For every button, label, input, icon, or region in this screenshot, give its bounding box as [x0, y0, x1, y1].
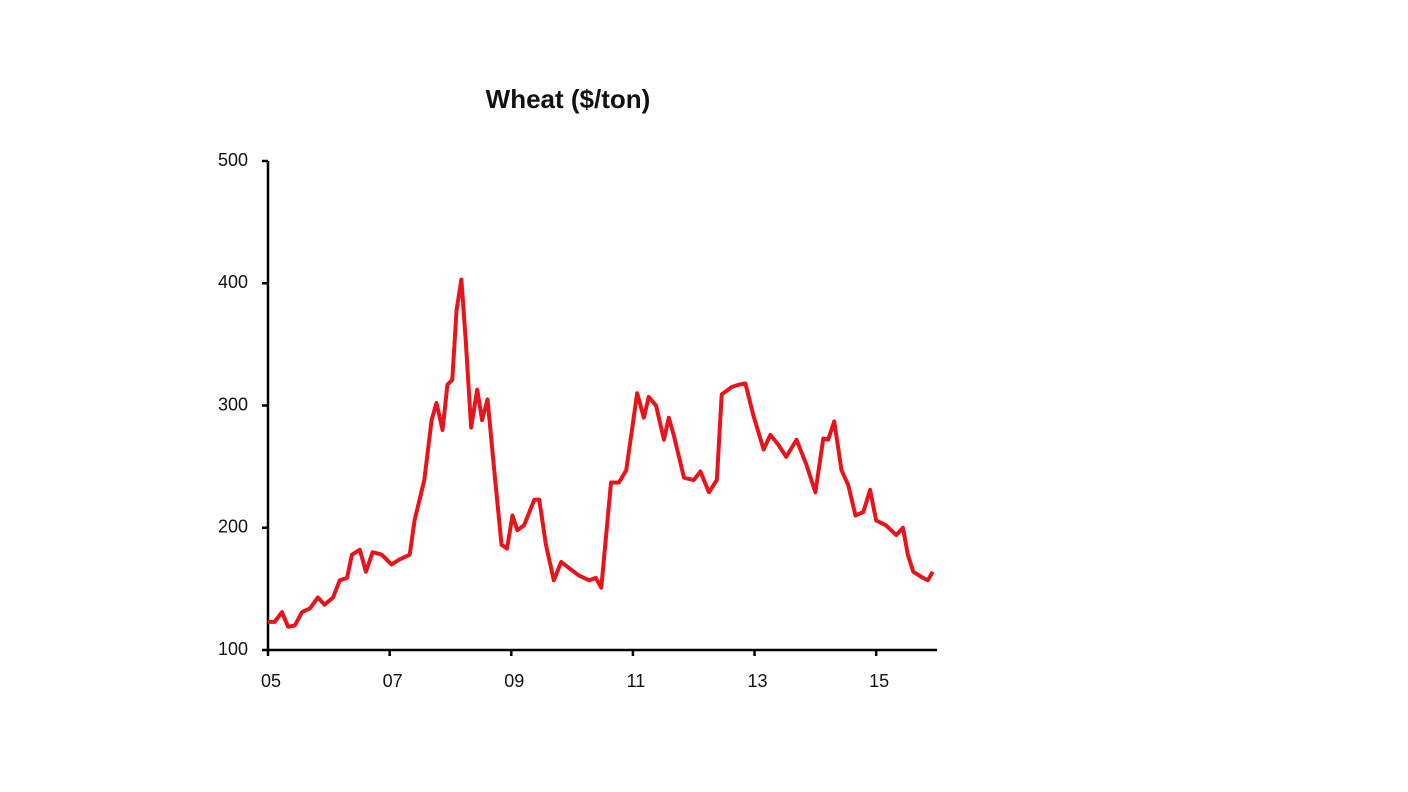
x-tick-label: 11 — [627, 671, 646, 691]
x-tick-label: 13 — [748, 671, 768, 691]
x-tick-label: 07 — [383, 671, 403, 691]
y-tick-label: 200 — [218, 517, 248, 537]
x-tick-label: 09 — [504, 671, 524, 691]
y-tick-label: 300 — [218, 394, 248, 414]
y-tick-label: 100 — [218, 639, 248, 659]
data-line — [268, 277, 935, 629]
x-tick-label: 05 — [261, 671, 281, 691]
chart-title: Wheat ($/ton) — [486, 84, 651, 114]
y-tick-label: 400 — [218, 272, 248, 292]
y-tick-label: 500 — [218, 150, 248, 170]
x-tick-label: 15 — [869, 671, 889, 691]
